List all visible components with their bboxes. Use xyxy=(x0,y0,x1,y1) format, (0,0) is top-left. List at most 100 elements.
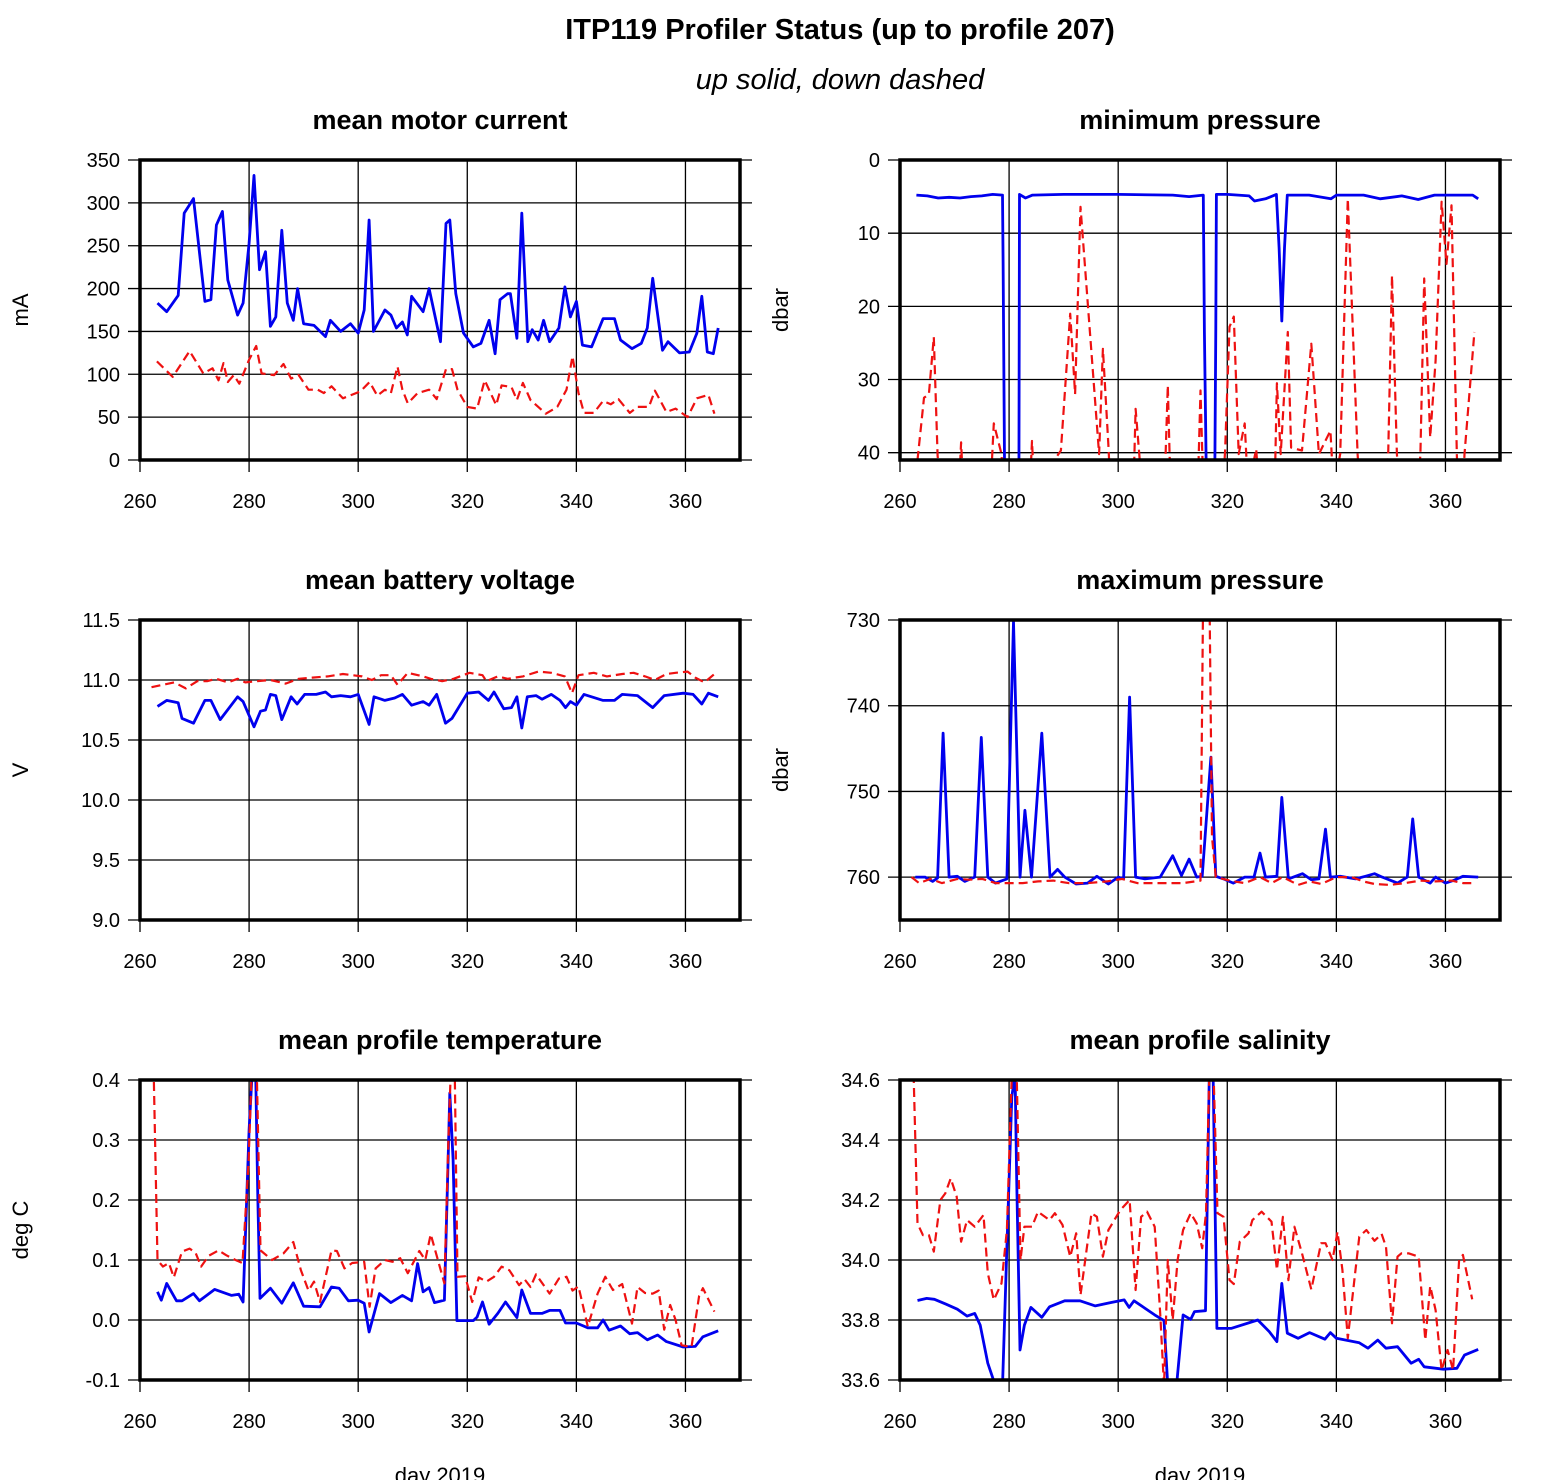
y-tick-label: 11.0 xyxy=(83,670,120,692)
y-tick-label: 350 xyxy=(87,150,120,172)
x-tick-label: 300 xyxy=(341,951,374,973)
series-up-line xyxy=(917,1080,1479,1380)
x-tick-label: 340 xyxy=(560,951,593,973)
panel-minimum-pressure: minimum pressure dbar 0 10 20 30 40 260 280 300 32… xyxy=(768,105,1512,513)
x-tick-label: 260 xyxy=(883,951,916,973)
y-tick-label: 200 xyxy=(87,279,120,301)
y-tick-label: 34.4 xyxy=(841,1130,880,1152)
y-tick-label: 0.3 xyxy=(92,1130,120,1152)
figure-title: ITP119 Profiler Status (up to profile 20… xyxy=(565,14,1115,46)
x-tick-label: 360 xyxy=(669,1411,702,1433)
x-tick-label: 360 xyxy=(1429,491,1462,513)
x-tick-label: 320 xyxy=(451,491,484,513)
y-tick-label: 0.2 xyxy=(92,1190,120,1212)
y-tick-label: 11.5 xyxy=(83,610,120,632)
y-tick-label: 0 xyxy=(109,450,120,472)
panel-title: minimum pressure xyxy=(1079,105,1321,135)
y-tick-label: 300 xyxy=(87,193,120,215)
y-tick-label: 34.2 xyxy=(841,1190,880,1212)
x-tick-label: 300 xyxy=(1101,491,1134,513)
x-tick-label: 300 xyxy=(1101,1411,1134,1433)
panel-title: mean profile salinity xyxy=(1069,1025,1330,1055)
figure-subtitle: up solid, down dashed xyxy=(696,64,985,96)
x-tick-label: 280 xyxy=(232,951,265,973)
panel-mean-motor-current: mean motor current mA 0 50 100 150 200 250 300 35… xyxy=(8,105,752,513)
series-down-line xyxy=(916,197,1476,460)
x-tick-label: 340 xyxy=(1320,951,1353,973)
x-tick-label: 280 xyxy=(992,951,1025,973)
plot-frame xyxy=(138,158,742,462)
y-tick-label: 750 xyxy=(847,781,880,803)
x-tick-label: 300 xyxy=(341,491,374,513)
plot-frame xyxy=(138,1078,742,1382)
y-tick-label: 250 xyxy=(87,236,120,258)
x-tick-label: 360 xyxy=(1429,1411,1462,1433)
y-tick-label: 0.0 xyxy=(92,1310,120,1332)
plot-frame xyxy=(138,618,742,922)
x-tick-label: 300 xyxy=(1101,951,1134,973)
y-axis-label: mA xyxy=(8,293,33,326)
series-up-line xyxy=(916,192,1479,460)
y-tick-label: 0.4 xyxy=(92,1070,120,1092)
x-tick-label: 340 xyxy=(560,491,593,513)
x-tick-label: 280 xyxy=(232,491,265,513)
y-tick-label: 40 xyxy=(858,443,880,465)
y-tick-label: 730 xyxy=(847,610,880,632)
series-down-line xyxy=(912,1080,1474,1380)
x-tick-label: 280 xyxy=(992,491,1025,513)
plot-frame xyxy=(898,618,1502,922)
x-tick-label: 280 xyxy=(232,1411,265,1433)
series-up-line xyxy=(156,690,719,730)
y-tick-label: -0.1 xyxy=(86,1370,120,1392)
y-tick-label: 30 xyxy=(858,370,880,392)
x-tick-label: 320 xyxy=(451,1411,484,1433)
y-tick-label: 10.0 xyxy=(81,790,120,812)
panel-mean-profile-salinity: mean profile salinity day 2019 33.6 33.8 34.… xyxy=(841,1025,1512,1480)
x-tick-label: 360 xyxy=(669,491,702,513)
series-up-line xyxy=(915,620,1479,886)
y-tick-label: 10 xyxy=(858,223,880,245)
y-tick-label: 34.6 xyxy=(841,1070,880,1092)
x-tick-label: 260 xyxy=(123,491,156,513)
series-up-line xyxy=(156,173,720,356)
y-tick-label: 33.8 xyxy=(841,1310,880,1332)
y-axis-label: deg C xyxy=(8,1201,33,1260)
y-axis-label: dbar xyxy=(768,748,793,792)
y-tick-label: 34.0 xyxy=(841,1250,880,1272)
series-down-line xyxy=(156,344,716,419)
y-tick-label: 9.5 xyxy=(92,850,120,872)
x-tick-label: 260 xyxy=(123,951,156,973)
x-tick-label: 280 xyxy=(992,1411,1025,1433)
plot-frame xyxy=(898,158,1502,462)
x-tick-label: 260 xyxy=(123,1411,156,1433)
y-tick-label: 740 xyxy=(847,696,880,718)
y-tick-label: 0 xyxy=(869,150,880,172)
y-tick-label: 0.1 xyxy=(92,1250,120,1272)
x-tick-label: 360 xyxy=(1429,951,1462,973)
panel-title: maximum pressure xyxy=(1076,565,1324,595)
y-tick-label: 20 xyxy=(858,296,880,318)
y-axis-label: V xyxy=(8,762,33,777)
y-axis-label: dbar xyxy=(768,288,793,332)
x-tick-label: 260 xyxy=(883,491,916,513)
x-axis-label: day 2019 xyxy=(395,1463,486,1480)
x-tick-label: 260 xyxy=(883,1411,916,1433)
panel-mean-battery-voltage: mean battery voltage V 9.0 9.5 10.0 10.5 11.0 1… xyxy=(8,565,752,973)
x-tick-label: 320 xyxy=(1211,491,1244,513)
x-tick-label: 320 xyxy=(1211,951,1244,973)
series-up-line xyxy=(156,1080,719,1349)
x-tick-label: 340 xyxy=(1320,1411,1353,1433)
plot-frame xyxy=(898,1078,1502,1382)
x-tick-label: 340 xyxy=(560,1411,593,1433)
y-tick-label: 760 xyxy=(847,867,880,889)
y-tick-label: 10.5 xyxy=(81,730,120,752)
x-tick-label: 320 xyxy=(451,951,484,973)
panel-mean-profile-temperature: mean profile temperature deg C day 2019 -0.… xyxy=(8,1025,752,1480)
panel-title: mean profile temperature xyxy=(278,1025,602,1055)
y-tick-label: 9.0 xyxy=(92,910,120,932)
y-tick-label: 33.6 xyxy=(841,1370,880,1392)
panel-title: mean battery voltage xyxy=(305,565,575,595)
x-tick-label: 360 xyxy=(669,951,702,973)
x-axis-label: day 2019 xyxy=(1155,1463,1246,1480)
